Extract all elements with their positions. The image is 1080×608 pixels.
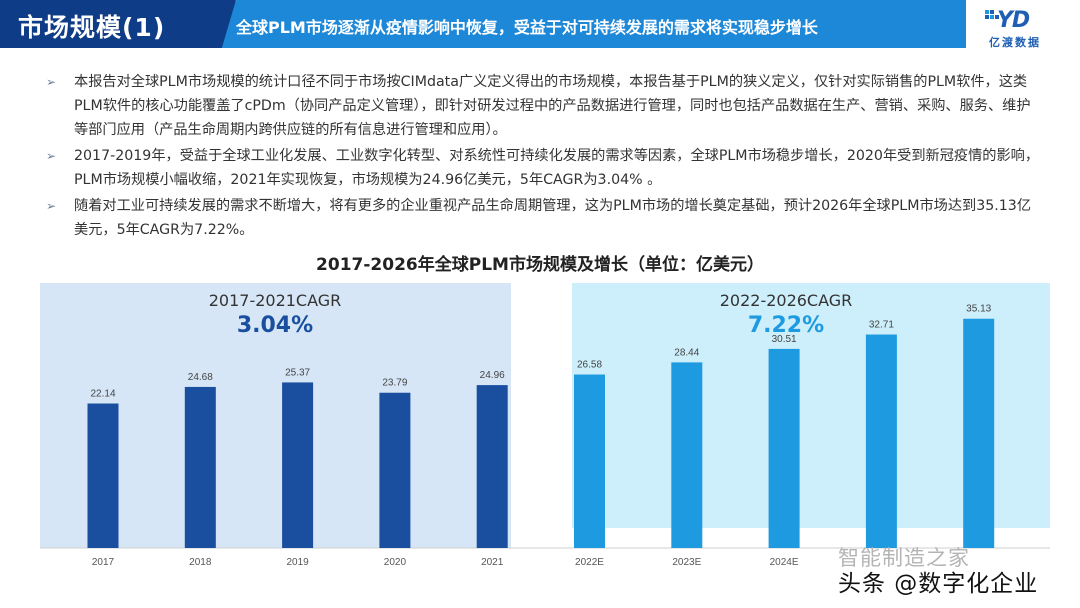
bar (963, 318, 995, 548)
bullet-item: ➢ 本报告对全球PLM市场规模的统计口径不同于市场按CIMdata广义定义得出的… (46, 70, 1041, 142)
bar (865, 334, 897, 548)
data-label: 23.79 (382, 378, 407, 389)
header-subtitle-band (206, 0, 966, 48)
company-logo: YD 亿渡数据 (985, 8, 1065, 49)
data-label: 35.13 (966, 304, 991, 315)
header-title-band (0, 0, 236, 48)
bar (574, 374, 605, 548)
bar (379, 392, 411, 548)
bullet-list: ➢ 本报告对全球PLM市场规模的统计口径不同于市场按CIMdata广义定义得出的… (46, 70, 1041, 244)
bullet-item: ➢ 随着对工业可持续发展的需求不断增大，将有更多的企业重视产品生命周期管理，这为… (46, 194, 1041, 242)
logo-text: 亿渡数据 (989, 36, 1041, 49)
data-label: 26.58 (577, 360, 602, 371)
bar-chart: 2017-2021CAGR 3.04% 2022-2026CAGR 7.22% 22.1… (40, 283, 1050, 568)
x-tick-label: 2020 (384, 557, 407, 568)
watermark-line1: 智能制造之家 (838, 546, 970, 570)
cagr-value-label: 3.04% (237, 313, 313, 338)
cagr-period-label: 2022-2026CAGR (720, 291, 853, 310)
data-label: 28.44 (674, 347, 699, 358)
bar (476, 385, 508, 548)
logo-dots-icon (985, 10, 999, 19)
x-tick-label: 2024E (770, 557, 799, 568)
bar (768, 348, 800, 548)
bullet-text: 本报告对全球PLM市场规模的统计口径不同于市场按CIMdata广义定义得出的市场… (74, 74, 1031, 138)
bar (87, 403, 119, 548)
bullet-text: 2017-2019年，受益于全球工业化发展、工业数字化转型、对系统性可持续化发展… (74, 148, 1040, 188)
data-label: 24.96 (480, 370, 505, 381)
arrow-bullet-icon: ➢ (46, 199, 57, 213)
bar (282, 382, 314, 548)
x-tick-label: 2019 (286, 557, 309, 568)
chart-title: 2017-2026年全球PLM市场规模及增长（单位：亿美元） (316, 255, 764, 275)
x-tick-label: 2023E (672, 557, 701, 568)
cagr-period-label: 2017-2021CAGR (209, 291, 342, 310)
bullet-text: 随着对工业可持续发展的需求不断增大，将有更多的企业重视产品生命周期管理，这为PL… (74, 198, 1032, 238)
arrow-bullet-icon: ➢ (46, 75, 57, 89)
x-tick-label: 2021 (481, 557, 504, 568)
data-label: 24.68 (188, 372, 213, 383)
logo-mark: YD (997, 8, 1030, 33)
header-subtitle: 全球PLM市场逐渐从疫情影响中恢复，受益于对可持续发展的需求将实现稳步增长 (236, 18, 818, 37)
data-label: 32.71 (869, 320, 894, 331)
cagr-value-label: 7.22% (748, 313, 824, 338)
page-title: 市场规模(1) (18, 13, 166, 42)
data-label: 22.14 (90, 389, 115, 400)
watermark-line2: 头条 @数字化企业 (838, 571, 1039, 597)
bullet-item: ➢ 2017-2019年，受益于全球工业化发展、工业数字化转型、对系统性可持续化… (46, 144, 1041, 192)
x-tick-label: 2022E (575, 557, 604, 568)
bar (671, 362, 703, 548)
data-label: 25.37 (285, 367, 310, 378)
header-bar: 全球PLM市场逐渐从疫情影响中恢复，受益于对可持续发展的需求将实现稳步增长 市场… (0, 0, 1080, 52)
bar (184, 386, 216, 548)
x-tick-label: 2018 (189, 557, 212, 568)
arrow-bullet-icon: ➢ (46, 149, 57, 163)
x-tick-label: 2017 (92, 557, 115, 568)
data-label: 30.51 (772, 334, 797, 345)
